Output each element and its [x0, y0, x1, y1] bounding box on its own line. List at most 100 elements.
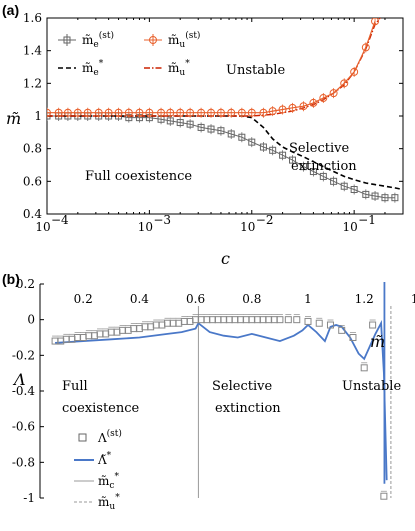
mu-st-point — [247, 108, 256, 117]
mu-st-point — [104, 108, 113, 117]
me-st-point — [227, 130, 235, 138]
mu-st-point — [94, 108, 103, 117]
me-st-point — [391, 194, 399, 202]
panel-b-ticks: -1 -0.8 -0.6 -0.4 -0.2 0 0.2 0.2 0.4 0.6 0.8 1 1.2 1.… — [12, 277, 415, 505]
x-tick-label: 10 — [138, 220, 153, 234]
lambda-st-point — [338, 326, 346, 334]
lambda-st-point — [276, 316, 284, 324]
y-tick-label: -1 — [23, 491, 35, 505]
panel-b-legend: Λ(st) Λ̃* m̃c* m̃u* — [74, 428, 122, 512]
panel-a-xlabel: c — [221, 249, 230, 268]
mu-st-point — [259, 108, 268, 117]
mu-st-point — [237, 108, 246, 117]
me-st-point — [186, 120, 194, 128]
mu-st-point — [83, 108, 92, 117]
legend-me-star: m̃e* — [58, 59, 104, 78]
x-tick-label: 1.4 — [411, 292, 415, 306]
x-tick-label: 10 — [35, 220, 50, 234]
me-st-point — [381, 194, 389, 202]
y-tick-label: 0.2 — [16, 277, 35, 291]
mu-st-point — [278, 105, 287, 114]
y-tick-label: 0.8 — [23, 142, 42, 156]
svg-text:Λ̃*: Λ̃* — [97, 451, 112, 467]
x-tick-label: 1.2 — [355, 292, 374, 306]
panel-a-legend: m̃e(st) m̃u(st) m̃e* m̃u* — [58, 30, 200, 78]
svg-text:m̃u*: m̃u* — [168, 59, 190, 78]
me-st-point — [319, 172, 327, 180]
region-full-coexistence-a: Full coexistence — [85, 169, 192, 184]
mu-st-point — [216, 108, 225, 117]
me-star-line — [47, 115, 403, 191]
svg-text:m̃e(st): m̃e(st) — [82, 30, 114, 50]
x-tick-exponent: −4 — [51, 213, 69, 227]
legend-lambda-star: Λ̃* — [74, 451, 112, 467]
region-unstable-b: Unstable — [342, 379, 401, 394]
mu-st-point — [288, 103, 297, 112]
panel-b-xlabel: m̃ — [370, 332, 385, 351]
region-extinction-b: extinction — [215, 401, 281, 416]
me-st-point — [362, 190, 370, 198]
legend-mu-star: m̃u* — [144, 59, 190, 78]
me-st-point — [289, 156, 297, 164]
svg-text:m̃u*: m̃u* — [98, 493, 120, 512]
me-st-point — [217, 127, 225, 135]
legend-mc-star: m̃c* — [74, 472, 119, 491]
mu-st-point — [207, 108, 216, 117]
mu-st-point — [135, 108, 144, 117]
region-coexistence-b: coexistence — [62, 401, 140, 416]
mu-st-point — [340, 79, 349, 88]
me-st-point — [340, 182, 348, 190]
x-tick-exponent: −1 — [358, 213, 376, 227]
me-st-point — [197, 123, 205, 131]
me-st-point — [350, 186, 358, 193]
region-unstable-a: Unstable — [226, 63, 285, 78]
region-selective-b: Selective — [212, 379, 272, 394]
x-tick-exponent: −2 — [256, 213, 274, 227]
me-st-point — [259, 143, 267, 151]
lambda-st-point — [293, 316, 301, 324]
square-marker-icon — [78, 433, 87, 442]
panel-a-ticks: 0.40.60.811.21.41.610 −4 10 −3 10 −2 10 −1 — [23, 11, 403, 234]
panel-b-data — [51, 282, 392, 500]
me-st-point — [269, 146, 277, 154]
lambda-st-point — [304, 317, 312, 325]
region-full-b: Full — [62, 379, 88, 394]
mu-st-point — [227, 108, 236, 117]
x-tick-label: 0.6 — [186, 292, 205, 306]
mu-st-point — [47, 108, 51, 117]
lambda-st-point — [369, 321, 377, 329]
me-st-point — [176, 119, 184, 127]
me-st-point — [166, 117, 174, 125]
y-tick-label: -0.6 — [12, 420, 35, 434]
y-tick-label: 0.4 — [23, 207, 42, 221]
y-tick-label: 1.6 — [23, 11, 42, 25]
mu-st-point — [309, 98, 318, 107]
y-tick-label: 0 — [27, 313, 35, 327]
y-tick-label: -0.8 — [12, 455, 35, 469]
legend-lambda-st: Λ(st) — [78, 428, 122, 445]
x-tick-label: 10 — [240, 220, 255, 234]
mu-st-point — [361, 43, 370, 52]
y-tick-label: 1.2 — [23, 76, 42, 90]
svg-text:m̃c*: m̃c* — [98, 472, 119, 491]
lambda-st-point — [380, 492, 388, 500]
panel-a-ylabel: m̃ — [6, 109, 21, 128]
lambda-st-point — [315, 319, 323, 327]
lambda-st-point — [349, 334, 357, 341]
me-st-point — [371, 192, 379, 200]
lambda-st-point — [326, 321, 334, 329]
mu-st-point — [350, 67, 359, 76]
panel-a-data — [47, 18, 403, 203]
legend-mu-st: m̃u(st) — [144, 30, 200, 50]
y-tick-label: 1 — [34, 109, 42, 123]
me-st-point — [207, 125, 215, 133]
mu-st-point — [145, 108, 154, 117]
svg-text:m̃u(st): m̃u(st) — [168, 30, 200, 50]
me-st-point — [309, 168, 317, 176]
y-tick-label: -0.2 — [12, 348, 35, 362]
legend-me-st: m̃e(st) — [58, 30, 114, 50]
mu-st-point — [197, 108, 206, 117]
mu-st-point — [299, 102, 308, 111]
me-st-point — [330, 177, 338, 185]
me-st-point — [248, 138, 256, 146]
